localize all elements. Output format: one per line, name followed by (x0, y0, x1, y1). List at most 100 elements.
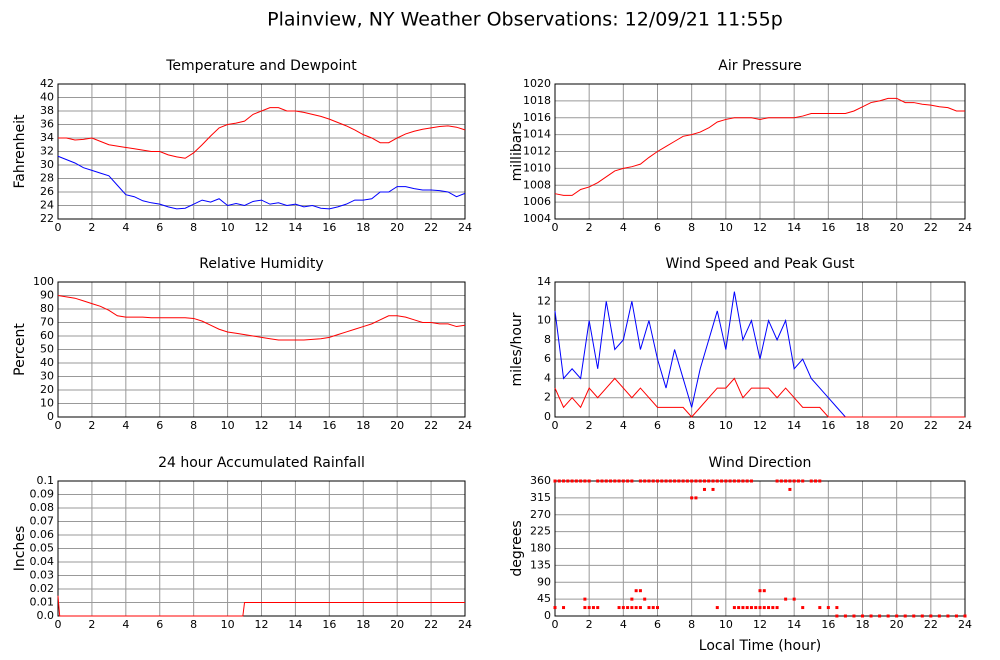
panel-title: Air Pressure (718, 58, 801, 74)
data-point (638, 479, 642, 483)
x-tick-label: 12 (255, 419, 269, 432)
x-tick-label: 14 (288, 618, 302, 631)
data-point (566, 479, 570, 483)
y-tick-label: 2 (544, 391, 551, 404)
x-tick-label: 18 (856, 618, 870, 631)
data-point (630, 606, 634, 610)
data-point (617, 479, 621, 483)
x-axis-label: Local Time (hour) (699, 638, 821, 654)
data-point (775, 479, 779, 483)
y-tick-label: 1004 (523, 212, 551, 225)
y-tick-label: 14 (537, 275, 551, 288)
x-tick-label: 22 (924, 419, 938, 432)
data-point (562, 479, 566, 483)
data-point (690, 479, 694, 483)
y-tick-label: 34 (40, 131, 54, 144)
y-tick-label: 180 (530, 542, 551, 555)
plot-frame (57, 480, 466, 617)
plot-frame (554, 480, 966, 617)
data-point (861, 614, 864, 618)
data-point (796, 479, 800, 483)
x-tick-label: 20 (390, 419, 404, 432)
x-tick-label: 0 (55, 419, 62, 432)
y-tick-label: 70 (40, 316, 54, 329)
x-tick-label: 2 (88, 221, 95, 234)
y-tick-label: 36 (40, 118, 54, 131)
x-tick-label: 4 (122, 221, 129, 234)
data-point (745, 479, 749, 483)
x-tick-label: 14 (288, 419, 302, 432)
data-point (562, 606, 566, 610)
data-point (903, 614, 907, 618)
data-point (647, 606, 651, 610)
data-point (775, 606, 779, 610)
y-tick-label: 1010 (523, 161, 551, 174)
data-point (707, 479, 711, 483)
y-tick-label: 38 (40, 104, 54, 117)
data-point (779, 479, 783, 483)
y-tick-label: 1014 (523, 128, 551, 141)
data-point (553, 606, 557, 610)
data-point (818, 606, 822, 610)
x-tick-label: 16 (322, 618, 336, 631)
x-tick-label: 10 (719, 221, 733, 234)
data-point (737, 479, 741, 483)
x-tick-label: 10 (221, 221, 235, 234)
y-tick-label: 1018 (523, 94, 551, 107)
y-tick-label: 0.06 (30, 528, 55, 541)
y-tick-label: 50 (40, 343, 54, 356)
y-tick-label: 40 (40, 91, 54, 104)
data-point (741, 479, 745, 483)
data-point (664, 479, 668, 483)
data-point (647, 479, 651, 483)
y-tick-label: 0 (544, 410, 551, 423)
panel-title: Wind Speed and Peak Gust (666, 256, 855, 272)
y-tick-label: 270 (530, 508, 551, 521)
data-point (724, 479, 728, 483)
x-tick-label: 22 (924, 221, 938, 234)
data-point (720, 479, 724, 483)
data-point (758, 606, 762, 610)
x-tick-label: 10 (221, 419, 235, 432)
data-point (954, 614, 958, 618)
y-axis-label: miles/hour (509, 312, 525, 386)
data-point (630, 597, 634, 601)
x-tick-label: 6 (156, 221, 163, 234)
y-tick-label: 0.0 (37, 609, 55, 622)
y-tick-label: 0.09 (30, 488, 55, 501)
data-point (920, 614, 924, 618)
x-tick-label: 10 (719, 419, 733, 432)
data-point (937, 614, 941, 618)
data-point (852, 614, 856, 618)
data-line (57, 155, 466, 210)
data-point (600, 479, 604, 483)
x-tick-label: 16 (322, 419, 336, 432)
y-tick-label: 24 (40, 199, 54, 212)
x-tick-label: 24 (958, 419, 972, 432)
x-tick-label: 22 (424, 419, 438, 432)
data-point (702, 479, 706, 483)
data-point (574, 479, 578, 483)
y-tick-label: 12 (537, 294, 551, 307)
data-point (912, 614, 916, 618)
data-point (596, 606, 600, 610)
x-tick-label: 4 (620, 419, 627, 432)
x-tick-label: 10 (221, 618, 235, 631)
x-tick-label: 18 (356, 618, 370, 631)
data-point (826, 606, 830, 610)
plot-frame (57, 281, 466, 418)
data-point (587, 606, 591, 610)
y-tick-label: 0.08 (30, 501, 55, 514)
y-axis-label: Inches (12, 526, 28, 571)
x-tick-label: 14 (787, 221, 801, 234)
data-point (583, 479, 587, 483)
y-tick-label: 10 (40, 397, 54, 410)
data-point (728, 479, 732, 483)
x-tick-label: 18 (856, 221, 870, 234)
data-point (656, 479, 659, 483)
data-point (895, 614, 899, 618)
data-point (651, 479, 655, 483)
data-point (690, 496, 694, 500)
y-tick-label: 1006 (523, 195, 551, 208)
y-tick-label: 60 (40, 329, 54, 342)
